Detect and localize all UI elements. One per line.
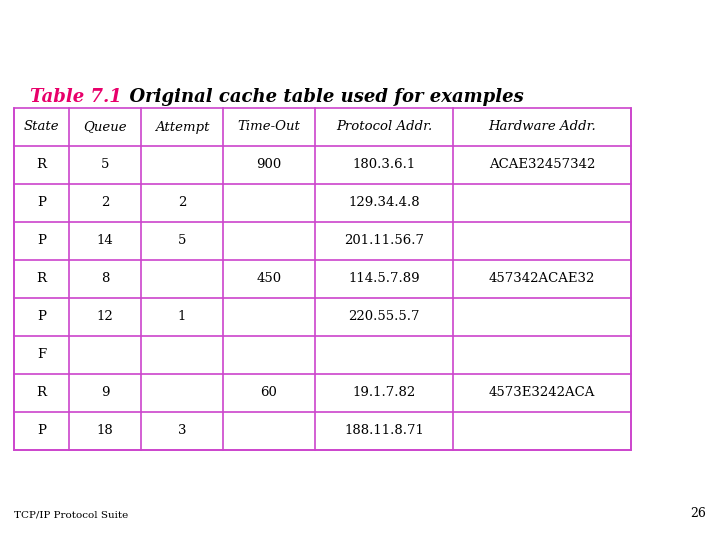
Text: ACAE32457342: ACAE32457342 [489,159,595,172]
Text: 457342ACAE32: 457342ACAE32 [489,273,595,286]
Text: 5: 5 [178,234,186,247]
Text: R: R [37,159,47,172]
Text: 14: 14 [96,234,113,247]
Text: Attempt: Attempt [155,120,210,133]
Text: 1: 1 [178,310,186,323]
Text: P: P [37,310,46,323]
Text: 2: 2 [178,197,186,210]
Text: Hardware Addr.: Hardware Addr. [488,120,596,133]
Text: 900: 900 [256,159,282,172]
Text: 4573E3242ACA: 4573E3242ACA [489,387,595,400]
Text: P: P [37,234,46,247]
Text: 18: 18 [96,424,113,437]
Text: 3: 3 [178,424,186,437]
Text: 9: 9 [101,387,109,400]
Text: 129.34.4.8: 129.34.4.8 [348,197,420,210]
Text: Original cache table used for examples: Original cache table used for examples [117,88,523,106]
Text: R: R [37,387,47,400]
Text: 8: 8 [101,273,109,286]
Text: F: F [37,348,46,361]
Text: 114.5.7.89: 114.5.7.89 [348,273,420,286]
Text: TCP/IP Protocol Suite: TCP/IP Protocol Suite [14,511,128,520]
Text: P: P [37,197,46,210]
Text: P: P [37,424,46,437]
Text: 188.11.8.71: 188.11.8.71 [344,424,424,437]
Text: State: State [24,120,59,133]
Text: 220.55.5.7: 220.55.5.7 [348,310,420,323]
Text: R: R [37,273,47,286]
Text: 60: 60 [261,387,277,400]
Text: 26: 26 [690,507,706,520]
Text: Table 7.1: Table 7.1 [30,88,122,106]
Bar [14,108,631,450]
Text: 180.3.6.1: 180.3.6.1 [352,159,415,172]
Text: 12: 12 [96,310,113,323]
Text: 201.11.56.7: 201.11.56.7 [344,234,424,247]
Text: Time-Out: Time-Out [238,120,300,133]
Text: Protocol Addr.: Protocol Addr. [336,120,432,133]
Text: 2: 2 [101,197,109,210]
Text: Queue: Queue [84,120,127,133]
Text: 5: 5 [101,159,109,172]
Text: 450: 450 [256,273,282,286]
Text: 19.1.7.82: 19.1.7.82 [352,387,415,400]
